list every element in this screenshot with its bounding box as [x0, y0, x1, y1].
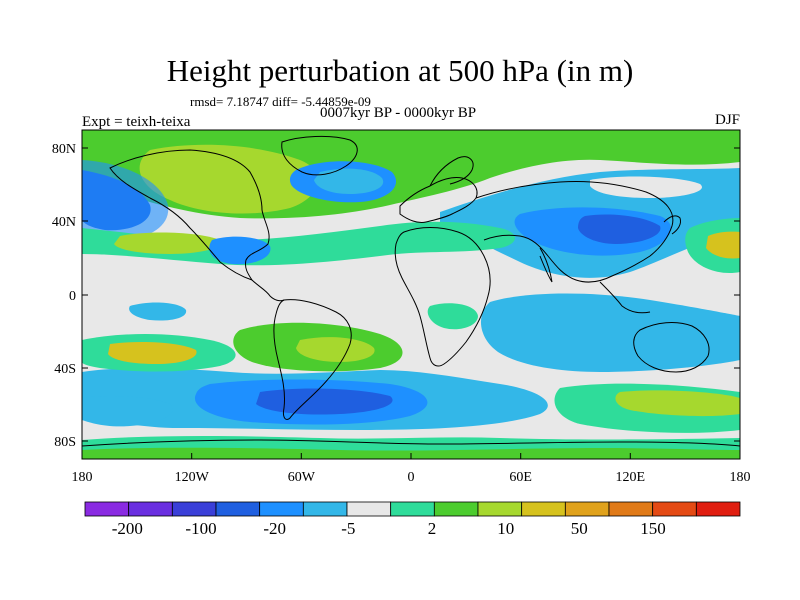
- lat-tick-label: 80S: [54, 435, 76, 450]
- colorbar-swatch: [433, 501, 479, 517]
- southeast-asia-coast: [599, 281, 651, 314]
- north-america-coast: [109, 149, 270, 281]
- central-america-coast: [251, 279, 285, 302]
- australia-coast: [633, 322, 710, 373]
- africa-positive-patch: [427, 303, 478, 330]
- lon-tick-label: 180: [72, 470, 93, 485]
- east-pacific-positive-core: [706, 231, 740, 259]
- midlat-positive-core: [114, 232, 221, 254]
- chart-title: Height perturbation at 500 hPa (in m): [166, 53, 634, 88]
- south-america-positive-core: [296, 337, 375, 362]
- indian-ocean-negative: [480, 293, 740, 372]
- midlat-positive-band: [82, 221, 515, 266]
- colorbar-label: -100: [185, 519, 216, 538]
- lat-tick-label: 40S: [54, 362, 76, 377]
- india-coast: [539, 247, 553, 283]
- gulf-negative: [209, 236, 271, 265]
- colorbar-swatch: [259, 501, 304, 517]
- colorbar-labels: -200 -100 -20 -5 2 10 50 150: [112, 519, 666, 538]
- lon-tick-label: 0: [408, 470, 415, 485]
- africa-coast: [394, 227, 491, 367]
- lon-tick-label: 120W: [175, 470, 210, 485]
- colorbar-label: 50: [571, 519, 588, 538]
- lon-tick-label: 60E: [509, 470, 532, 485]
- colorbar-swatch: [84, 501, 130, 517]
- colorbar-swatch: [564, 501, 610, 517]
- longitude-axis: [81, 453, 741, 459]
- pacific-south-negative: [82, 396, 173, 427]
- coastlines: [82, 135, 740, 447]
- colorbar-label: 10: [497, 519, 514, 538]
- colorbar-label: 150: [640, 519, 666, 538]
- greenland-low-core: [314, 168, 384, 194]
- colorbar-swatch: [608, 501, 654, 517]
- experiment-label: Expt = teixh-teixa: [82, 114, 191, 130]
- lat-tick-label: 0: [69, 289, 76, 304]
- colorbar-label: -20: [263, 519, 286, 538]
- colorbar-swatch: [128, 501, 173, 517]
- lat-tick-label: 80N: [52, 142, 76, 157]
- east-asia-negative-strong: [578, 214, 661, 244]
- season-label: DJF: [714, 112, 740, 128]
- lat-tick-label: 40N: [52, 215, 76, 230]
- lon-tick-label: 60W: [288, 470, 316, 485]
- colorbar-swatch: [652, 501, 697, 517]
- latitude-axis: [82, 147, 740, 442]
- southern-ocean-negative-strong: [256, 388, 393, 415]
- colorbar-label: -5: [341, 519, 355, 538]
- colorbar-label: 2: [428, 519, 437, 538]
- colorbar-swatch: [215, 501, 261, 517]
- lon-tick-label: 180: [730, 470, 751, 485]
- colorbar-label: -200: [112, 519, 143, 538]
- north-pacific-negative-edge: [82, 160, 169, 242]
- lon-tick-label: 120E: [616, 470, 646, 485]
- asia-coast: [475, 181, 674, 283]
- north-atlantic-positive: [139, 144, 319, 214]
- contour-field: [82, 130, 740, 459]
- south-indian-positive-core: [615, 390, 740, 417]
- greenland-coast: [281, 135, 358, 176]
- siberia-neutral-patch: [590, 176, 702, 198]
- scandinavia-coast: [429, 156, 474, 187]
- colorbar-swatch: [302, 501, 348, 517]
- antarctica-coast: [82, 439, 740, 447]
- colorbar-swatch: [477, 501, 523, 517]
- south-america-coast: [273, 299, 352, 421]
- stats-line: rmsd= 7.18747 diff= -5.44859e-09: [190, 94, 371, 109]
- colorbar-swatch: [346, 501, 392, 517]
- colorbar-swatch: [390, 501, 435, 517]
- colorbar-swatch: [171, 501, 217, 517]
- colorbar-swatch: [695, 501, 741, 517]
- tropical-negative-patch: [129, 302, 187, 321]
- period-label: 0007kyr BP - 0000kyr BP: [320, 105, 477, 121]
- japan-coast: [663, 215, 681, 235]
- south-pacific-positive-core: [108, 342, 197, 364]
- colorbar-swatch: [521, 501, 566, 517]
- colorbar: [84, 501, 741, 517]
